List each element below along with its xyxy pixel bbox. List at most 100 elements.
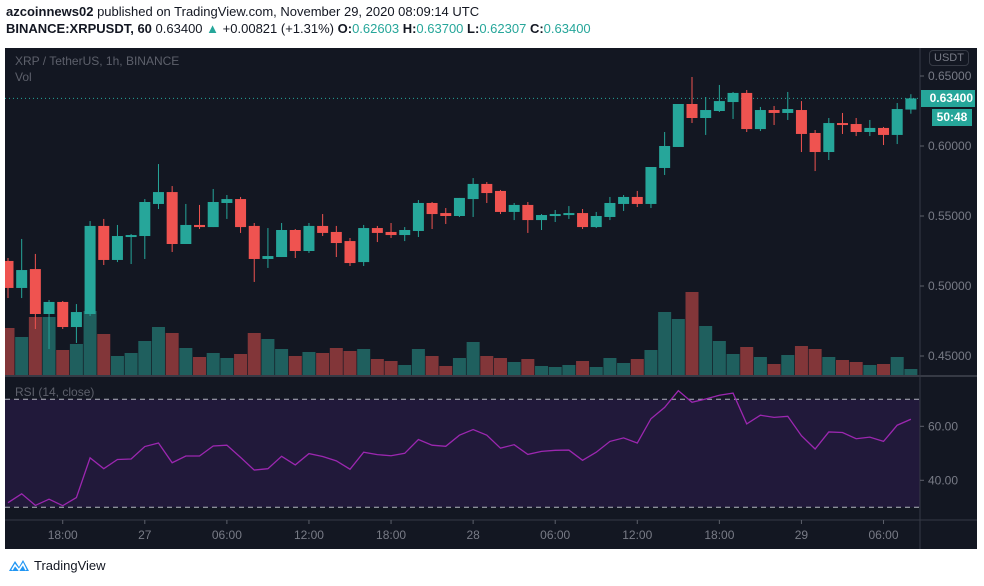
candle-down bbox=[5, 260, 14, 288]
price-tick-label: 0.55000 bbox=[928, 209, 972, 223]
candle-up bbox=[180, 224, 192, 244]
volume-bar bbox=[781, 355, 795, 375]
volume-bar bbox=[480, 356, 494, 375]
volume-bar bbox=[69, 344, 83, 375]
chart-canvas[interactable]: 0.65000 0.60000 0.55000 0.50000 0.45000 60.00… bbox=[5, 48, 977, 549]
volume-bar bbox=[726, 354, 740, 375]
chart-container[interactable]: 0.65000 0.60000 0.55000 0.50000 0.45000 60.00… bbox=[5, 48, 977, 549]
candle-up bbox=[16, 270, 28, 288]
symbol-label: BINANCE:XRPUSDT, 60 bbox=[6, 21, 152, 36]
volume-bar bbox=[329, 348, 343, 375]
candle-up bbox=[43, 301, 55, 314]
tradingview-logo[interactable]: TradingView bbox=[8, 557, 106, 573]
candle-down bbox=[836, 123, 848, 126]
volume-bar bbox=[767, 364, 781, 375]
currency-badge[interactable]: USDT bbox=[929, 50, 969, 66]
candle-up bbox=[125, 235, 137, 238]
volume-bar bbox=[206, 353, 220, 375]
high-value: 0.63700 bbox=[416, 21, 464, 36]
volume-bar bbox=[890, 357, 904, 375]
candle-up bbox=[152, 192, 164, 204]
candle-up bbox=[754, 110, 766, 130]
time-tick-label: 28 bbox=[466, 528, 480, 542]
volume-bar bbox=[83, 311, 97, 375]
candle-down bbox=[494, 190, 506, 212]
candle-up bbox=[139, 202, 151, 237]
volume-bar bbox=[712, 341, 726, 375]
volume-bar bbox=[110, 356, 124, 375]
candle-up bbox=[467, 183, 479, 200]
volume-bar bbox=[644, 350, 658, 375]
author-name[interactable]: azcoinnews02 bbox=[6, 4, 94, 19]
candle-up bbox=[891, 109, 903, 135]
volume-bar bbox=[357, 349, 371, 375]
current-price-label: 0.63400 bbox=[921, 90, 975, 107]
last-price: 0.63400 bbox=[155, 21, 203, 36]
rsi-tick-label: 40.00 bbox=[928, 473, 958, 487]
volume-bar bbox=[535, 366, 549, 375]
time-tick-label: 12:00 bbox=[622, 528, 652, 542]
candle-up bbox=[823, 123, 835, 153]
candle-up bbox=[536, 215, 548, 221]
volume-bar bbox=[753, 357, 767, 375]
candle-down bbox=[371, 228, 383, 233]
volume-bar bbox=[411, 349, 425, 375]
time-tick-label: 12:00 bbox=[294, 528, 324, 542]
candle-down bbox=[741, 92, 753, 130]
candle-up bbox=[358, 228, 370, 263]
candle-up bbox=[604, 202, 616, 217]
candle-down bbox=[440, 213, 452, 216]
candle-up bbox=[713, 101, 725, 111]
time-tick-label: 27 bbox=[138, 528, 152, 542]
open-value: 0.62603 bbox=[352, 21, 400, 36]
candle-down bbox=[426, 202, 438, 215]
volume-bar bbox=[302, 352, 316, 375]
volume-bar bbox=[630, 359, 644, 375]
time-tick-label: 18:00 bbox=[704, 528, 734, 542]
volume-bar bbox=[398, 365, 412, 375]
candle-up bbox=[905, 98, 917, 110]
volume-label: Vol bbox=[15, 70, 32, 84]
candle-up bbox=[864, 127, 876, 132]
candle-up bbox=[70, 312, 82, 328]
volume-bar bbox=[15, 337, 29, 375]
volume-bar bbox=[617, 363, 631, 375]
chart-title: XRP / TetherUS, 1h, BINANCE bbox=[15, 54, 180, 68]
volume-bar bbox=[165, 333, 179, 375]
candle-down bbox=[850, 124, 862, 132]
volume-bar bbox=[589, 367, 603, 375]
candle-down bbox=[330, 231, 342, 244]
time-tick-label: 06:00 bbox=[869, 528, 899, 542]
volume-bar bbox=[261, 339, 275, 375]
candle-up bbox=[549, 214, 561, 217]
volume-bar bbox=[849, 362, 863, 375]
volume-bar bbox=[343, 351, 357, 375]
tradingview-logo-icon bbox=[9, 560, 29, 572]
candle-up bbox=[111, 236, 123, 260]
rsi-tick-label: 60.00 bbox=[928, 419, 958, 433]
volume-bar bbox=[234, 354, 248, 375]
low-value: 0.62307 bbox=[479, 21, 527, 36]
candle-down bbox=[631, 196, 643, 204]
volume-bar bbox=[179, 348, 193, 375]
time-tick-label: 06:00 bbox=[212, 528, 242, 542]
time-tick-label: 29 bbox=[795, 528, 809, 542]
candle-down bbox=[57, 301, 69, 328]
volume-bar bbox=[275, 349, 289, 375]
symbol-info: BINANCE:XRPUSDT, 60 0.63400 ▲ +0.00821 (… bbox=[6, 21, 591, 36]
published-text: published on TradingView.com, November 2… bbox=[97, 4, 480, 19]
candle-down bbox=[289, 230, 301, 251]
candle-down bbox=[686, 104, 698, 118]
candle-up bbox=[700, 110, 712, 118]
candle-up bbox=[207, 202, 219, 228]
candle-down bbox=[878, 127, 890, 135]
volume-bar bbox=[220, 358, 234, 375]
volume-bar bbox=[439, 366, 453, 375]
volume-bar bbox=[521, 359, 535, 375]
close-label: C: bbox=[529, 21, 544, 36]
volume-bar bbox=[193, 357, 207, 375]
high-label: H: bbox=[402, 21, 417, 36]
volume-bar bbox=[370, 359, 384, 375]
candle-up bbox=[412, 202, 424, 231]
candle-up bbox=[590, 216, 602, 228]
